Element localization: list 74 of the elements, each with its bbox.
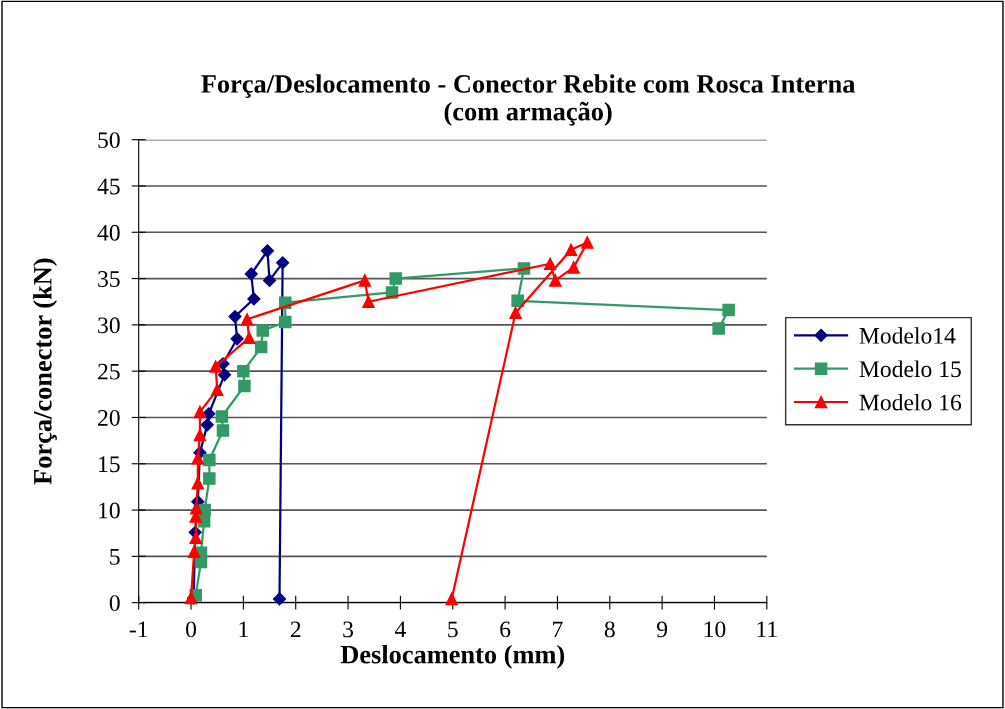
point	[712, 322, 725, 335]
y-tick-label: 45	[97, 178, 120, 195]
point	[549, 274, 562, 287]
point	[228, 309, 242, 324]
y-tick-label: 20	[98, 409, 120, 426]
point	[260, 244, 275, 258]
x-tick-label: 0	[186, 621, 197, 638]
x-tick-label: 1	[239, 621, 248, 638]
point	[256, 324, 269, 337]
point	[389, 272, 402, 285]
point	[445, 592, 458, 606]
legend-label: Modelo14	[859, 327, 956, 344]
y-tick-label: 10	[99, 502, 120, 519]
point	[193, 405, 207, 419]
x-tick-label: 5	[448, 621, 458, 638]
legend-label: Modelo 16	[859, 393, 962, 411]
point	[362, 295, 375, 308]
legend-label: Modelo 15	[859, 360, 961, 378]
point	[191, 451, 205, 465]
point	[276, 256, 290, 270]
point	[200, 418, 214, 432]
x-axis-title: Deslocamento (mm)	[340, 644, 565, 669]
y-tick-label: 35	[98, 271, 120, 287]
x-tick-label: 3	[343, 621, 354, 638]
point	[244, 267, 258, 281]
point	[216, 424, 230, 437]
point	[240, 313, 254, 326]
point	[509, 306, 522, 320]
point	[210, 383, 224, 396]
y-tick-label: 15	[99, 456, 120, 473]
point	[190, 501, 203, 515]
point	[230, 332, 244, 346]
x-tick-label: 8	[604, 621, 615, 638]
point	[193, 428, 207, 442]
point	[242, 331, 256, 345]
point	[191, 476, 205, 490]
x-tick-label: 9	[656, 621, 668, 638]
point	[581, 236, 594, 249]
point	[209, 360, 222, 373]
point	[203, 453, 216, 467]
x-tick-label: 2	[290, 621, 301, 638]
point	[187, 545, 201, 558]
y-tick-label: 40	[97, 224, 120, 241]
y-tick-label: 0	[109, 595, 120, 612]
chart-title: Força/Deslocamento - Conector Rebite com Rosca Interna (com armação)	[201, 74, 856, 126]
x-tick-label: 7	[553, 621, 563, 638]
point	[543, 257, 557, 271]
point	[722, 303, 735, 317]
point	[202, 407, 216, 421]
point	[203, 472, 216, 485]
x-tick-label: 4	[394, 621, 406, 638]
point	[511, 294, 524, 308]
point	[254, 340, 268, 354]
point	[237, 364, 250, 378]
point	[262, 273, 277, 288]
point	[279, 315, 292, 329]
point	[272, 592, 287, 606]
x-tick-label: 10	[704, 621, 726, 638]
x-tick-label: -1	[129, 621, 148, 638]
point	[215, 410, 229, 423]
point	[189, 531, 202, 545]
point	[567, 261, 580, 274]
x-tick-label: 11	[757, 621, 777, 638]
point	[238, 379, 251, 393]
point	[358, 274, 372, 287]
point	[247, 292, 261, 306]
point	[564, 243, 578, 257]
x-tick-label: 6	[500, 621, 511, 638]
y-tick-label: 50	[98, 132, 120, 149]
y-tick-label: 5	[110, 549, 120, 565]
y-axis-title: Força/conector (kN)	[33, 258, 58, 485]
y-tick-label: 30	[98, 317, 120, 334]
y-tick-label: 25	[98, 363, 120, 380]
point	[217, 368, 232, 382]
